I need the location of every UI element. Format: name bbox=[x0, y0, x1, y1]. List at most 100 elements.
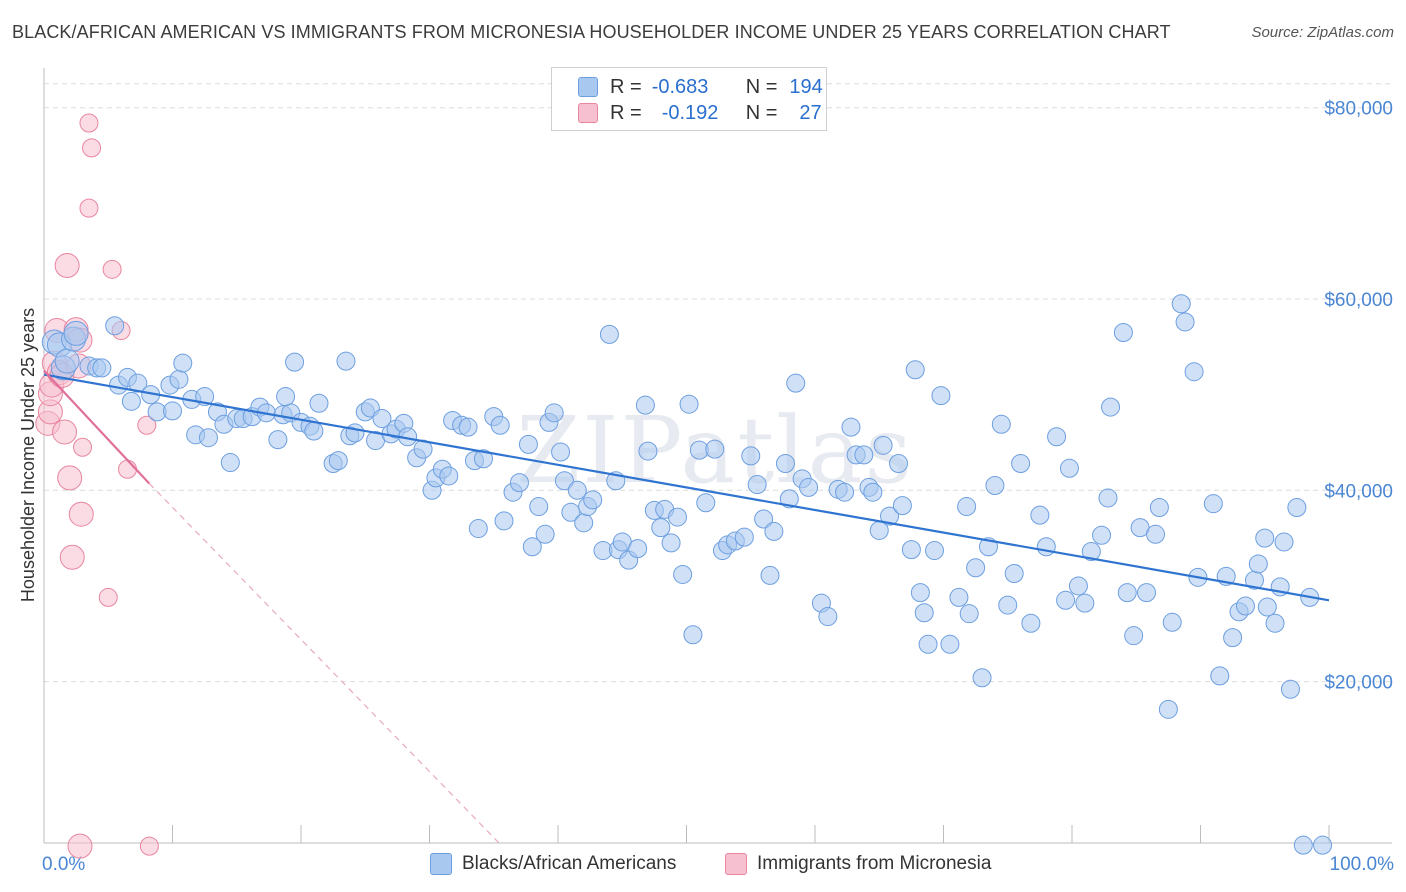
micronesia-point bbox=[102, 259, 122, 279]
black-point bbox=[985, 476, 1005, 496]
black-point bbox=[1056, 590, 1076, 610]
black-point bbox=[1248, 554, 1268, 574]
black-point bbox=[551, 442, 571, 462]
black-point bbox=[583, 490, 603, 510]
black-point bbox=[651, 518, 671, 538]
black-point bbox=[1124, 626, 1144, 646]
black-point bbox=[1175, 312, 1195, 332]
black-point bbox=[458, 417, 478, 437]
black-point bbox=[544, 403, 564, 423]
black-point bbox=[1184, 362, 1204, 382]
black-point bbox=[554, 471, 574, 491]
micronesia-point bbox=[68, 501, 94, 527]
black-point bbox=[972, 668, 992, 688]
black-point bbox=[705, 439, 725, 459]
black-point bbox=[1004, 564, 1024, 584]
black-point bbox=[518, 434, 538, 454]
black-point bbox=[529, 497, 549, 517]
y-tick-label: $20,000 bbox=[1324, 673, 1393, 694]
black-point bbox=[1255, 528, 1275, 548]
black-point bbox=[863, 482, 883, 502]
black-point bbox=[169, 369, 189, 389]
black-point bbox=[779, 489, 799, 509]
black-point bbox=[1011, 454, 1031, 474]
micronesia-point bbox=[137, 415, 157, 435]
bottom-legend-black: Blacks/African Americans bbox=[430, 850, 676, 878]
black-point bbox=[54, 348, 80, 374]
black-point bbox=[1047, 427, 1067, 447]
legend-r-value: -0.683 bbox=[651, 75, 709, 98]
black-point bbox=[679, 394, 699, 414]
black-point bbox=[914, 603, 934, 623]
black-point bbox=[628, 539, 648, 559]
black-point bbox=[1030, 505, 1050, 525]
micronesia-point bbox=[59, 544, 85, 570]
black-point bbox=[854, 445, 874, 465]
black-point bbox=[1280, 679, 1300, 699]
black-point bbox=[841, 417, 861, 437]
black-point bbox=[1113, 322, 1133, 342]
correlation-legend: R = -0.683 N = 194 R = -0.192 N = 27 bbox=[551, 67, 827, 131]
micronesia-point bbox=[139, 836, 159, 856]
black-point bbox=[889, 454, 909, 474]
black-point bbox=[918, 634, 938, 654]
black-point bbox=[535, 524, 555, 544]
black-point bbox=[1162, 612, 1182, 632]
micronesia-point bbox=[82, 138, 102, 158]
black-point bbox=[668, 507, 688, 527]
black-point bbox=[1158, 699, 1178, 719]
legend-row-micronesia: R = -0.192 N = 27 bbox=[578, 101, 822, 125]
bottom-legend-label-black: Blacks/African Americans bbox=[462, 853, 677, 874]
micronesia-point bbox=[79, 198, 99, 218]
black-point bbox=[1098, 488, 1118, 508]
legend-swatch-micronesia bbox=[578, 103, 598, 123]
black-point bbox=[345, 423, 365, 443]
black-point bbox=[490, 415, 510, 435]
bottom-legend-swatch-black bbox=[430, 853, 452, 875]
black-point bbox=[1059, 458, 1079, 478]
black-point bbox=[285, 352, 305, 372]
black-point bbox=[786, 373, 806, 393]
trend-lines bbox=[43, 369, 1330, 845]
black-point bbox=[775, 454, 795, 474]
black-point bbox=[1137, 583, 1157, 603]
black-point bbox=[1021, 613, 1041, 633]
black-point bbox=[128, 373, 148, 393]
black-point bbox=[1265, 613, 1285, 633]
black-point bbox=[309, 393, 329, 413]
legend-r-label: R = bbox=[610, 101, 642, 124]
black-point bbox=[799, 477, 819, 497]
black-point bbox=[696, 493, 716, 513]
black-point bbox=[276, 387, 296, 407]
black-trend-line bbox=[43, 373, 1330, 602]
micronesia-trend-line bbox=[43, 369, 151, 485]
black-point bbox=[1149, 498, 1169, 518]
legend-r-value: -0.192 bbox=[661, 101, 719, 124]
micronesia-points bbox=[35, 113, 159, 859]
bottom-legend-label-micronesia: Immigrants from Micronesia bbox=[757, 853, 992, 874]
legend-row-black: R = -0.683 N = 194 bbox=[578, 75, 823, 99]
black-point bbox=[1313, 835, 1333, 855]
black-point bbox=[268, 430, 288, 450]
black-point bbox=[1101, 397, 1121, 417]
black-point bbox=[1235, 596, 1255, 616]
black-point bbox=[509, 473, 529, 493]
black-point bbox=[522, 537, 542, 557]
black-point bbox=[63, 320, 89, 346]
legend-n-label: N = bbox=[745, 101, 778, 124]
micronesia-point bbox=[73, 437, 93, 457]
black-point bbox=[966, 558, 986, 578]
black-point bbox=[1092, 525, 1112, 545]
black-point bbox=[574, 513, 594, 533]
black-point bbox=[1146, 524, 1166, 544]
black-point bbox=[1223, 628, 1243, 648]
black-point bbox=[561, 502, 581, 522]
black-point bbox=[1117, 583, 1137, 603]
black-point bbox=[473, 449, 493, 469]
black-point bbox=[328, 451, 348, 471]
micronesia-point bbox=[57, 465, 83, 491]
black-point bbox=[635, 395, 655, 415]
black-point bbox=[1068, 576, 1088, 596]
black-point bbox=[734, 527, 754, 547]
micronesia-point bbox=[67, 833, 93, 859]
